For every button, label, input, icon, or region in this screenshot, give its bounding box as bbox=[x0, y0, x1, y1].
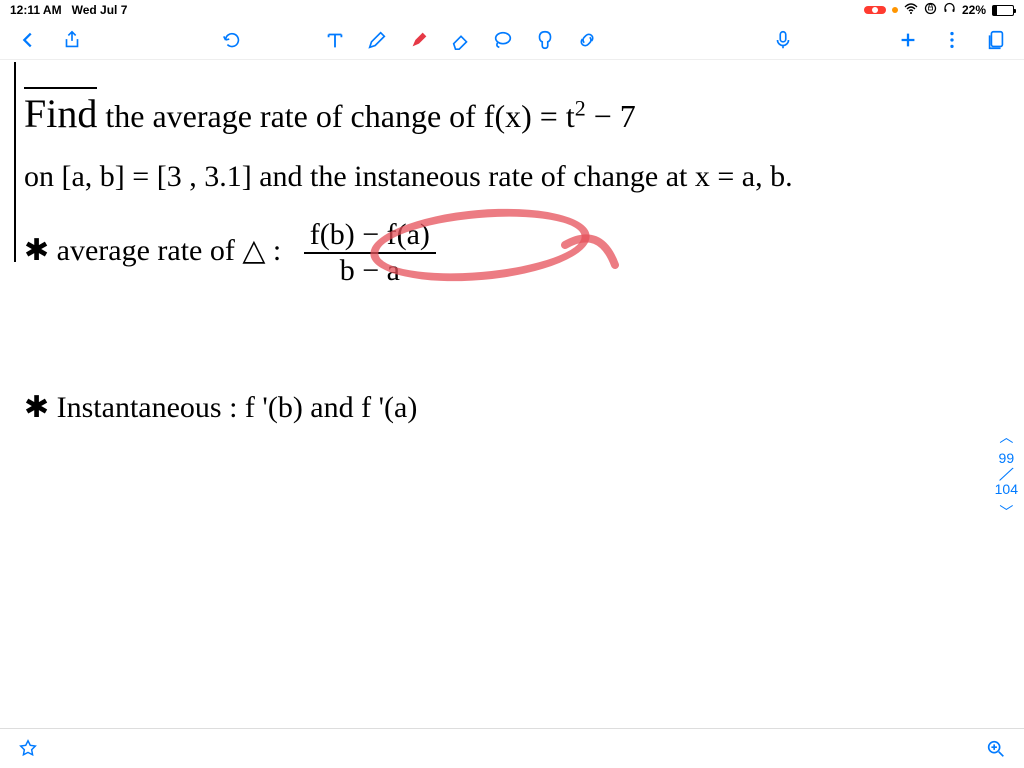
text-tool-button[interactable] bbox=[323, 28, 347, 52]
handwriting-line-2: on [a, b] = [3 , 3.1] and the instaneous… bbox=[24, 160, 793, 194]
current-page: 99 bbox=[999, 451, 1015, 466]
page-down-icon[interactable]: ﹀ bbox=[999, 502, 1013, 522]
red-highlight-tail bbox=[560, 220, 630, 280]
status-bar: 12:11 AM Wed Jul 7 22% bbox=[0, 0, 1024, 20]
headphones-icon bbox=[943, 2, 956, 18]
shape-tool-button[interactable] bbox=[533, 28, 557, 52]
back-button[interactable] bbox=[16, 28, 40, 52]
lasso-tool-button[interactable] bbox=[491, 28, 515, 52]
page-up-icon[interactable]: ︿ bbox=[999, 427, 1013, 447]
battery-icon bbox=[992, 5, 1014, 16]
pages-button[interactable] bbox=[984, 28, 1008, 52]
margin-line bbox=[14, 62, 16, 262]
mic-button[interactable] bbox=[771, 28, 795, 52]
eraser-tool-button[interactable] bbox=[449, 28, 473, 52]
page-counter: 99 ╱ 104 bbox=[995, 451, 1018, 497]
share-button[interactable] bbox=[60, 28, 84, 52]
bookmark-button[interactable] bbox=[16, 737, 40, 761]
highlighter-tool-button[interactable] bbox=[407, 28, 431, 52]
handwriting-line-4: ✱ Instantaneous : f '(b) and f '(a) bbox=[24, 390, 417, 425]
location-dot-icon bbox=[892, 7, 898, 13]
more-button[interactable] bbox=[940, 28, 964, 52]
bottom-bar bbox=[0, 728, 1024, 768]
handwriting-line-1: Find the average rate of change of f(x) … bbox=[24, 90, 636, 137]
orientation-lock-icon bbox=[924, 2, 937, 18]
page-navigator[interactable]: ︿ 99 ╱ 104 ﹀ bbox=[995, 427, 1018, 521]
pencil-tool-button[interactable] bbox=[365, 28, 389, 52]
add-button[interactable] bbox=[896, 28, 920, 52]
undo-button[interactable] bbox=[220, 28, 244, 52]
recording-indicator bbox=[864, 6, 886, 14]
zoom-button[interactable] bbox=[984, 737, 1008, 761]
note-canvas[interactable]: Find the average rate of change of f(x) … bbox=[0, 60, 1024, 728]
status-date: Wed Jul 7 bbox=[72, 3, 128, 17]
battery-percent: 22% bbox=[962, 3, 986, 17]
link-tool-button[interactable] bbox=[575, 28, 599, 52]
wifi-icon bbox=[904, 3, 918, 18]
total-pages: 104 bbox=[995, 482, 1018, 497]
toolbar bbox=[0, 20, 1024, 60]
status-time: 12:11 AM bbox=[10, 3, 62, 17]
